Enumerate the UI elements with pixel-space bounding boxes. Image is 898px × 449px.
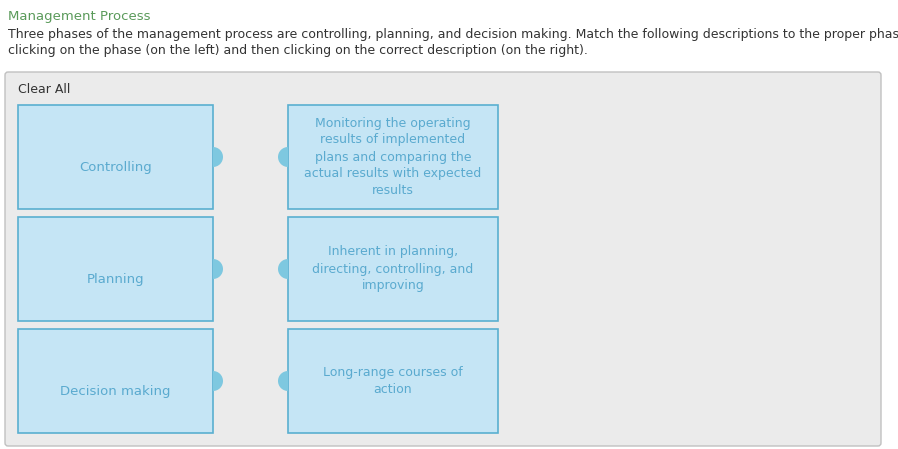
Text: Long-range courses of
action: Long-range courses of action (323, 366, 462, 396)
Text: Clear All: Clear All (18, 83, 70, 96)
FancyBboxPatch shape (288, 329, 498, 433)
FancyBboxPatch shape (288, 217, 498, 321)
Wedge shape (278, 371, 288, 391)
Text: clicking on the phase (on the left) and then clicking on the correct description: clicking on the phase (on the left) and … (8, 44, 588, 57)
Text: Decision making: Decision making (60, 385, 171, 398)
Text: Three phases of the management process are controlling, planning, and decision m: Three phases of the management process a… (8, 28, 898, 41)
Wedge shape (213, 371, 223, 391)
Text: Planning: Planning (87, 273, 145, 286)
FancyBboxPatch shape (288, 105, 498, 209)
Wedge shape (278, 259, 288, 279)
Text: Controlling: Controlling (79, 161, 152, 174)
FancyBboxPatch shape (18, 105, 213, 209)
FancyBboxPatch shape (5, 72, 881, 446)
Wedge shape (213, 147, 223, 167)
Text: Management Process: Management Process (8, 10, 151, 23)
Wedge shape (213, 259, 223, 279)
Wedge shape (278, 147, 288, 167)
Text: Inherent in planning,
directing, controlling, and
improving: Inherent in planning, directing, control… (313, 246, 473, 292)
FancyBboxPatch shape (18, 329, 213, 433)
FancyBboxPatch shape (18, 217, 213, 321)
Text: Monitoring the operating
results of implemented
plans and comparing the
actual r: Monitoring the operating results of impl… (304, 116, 481, 198)
